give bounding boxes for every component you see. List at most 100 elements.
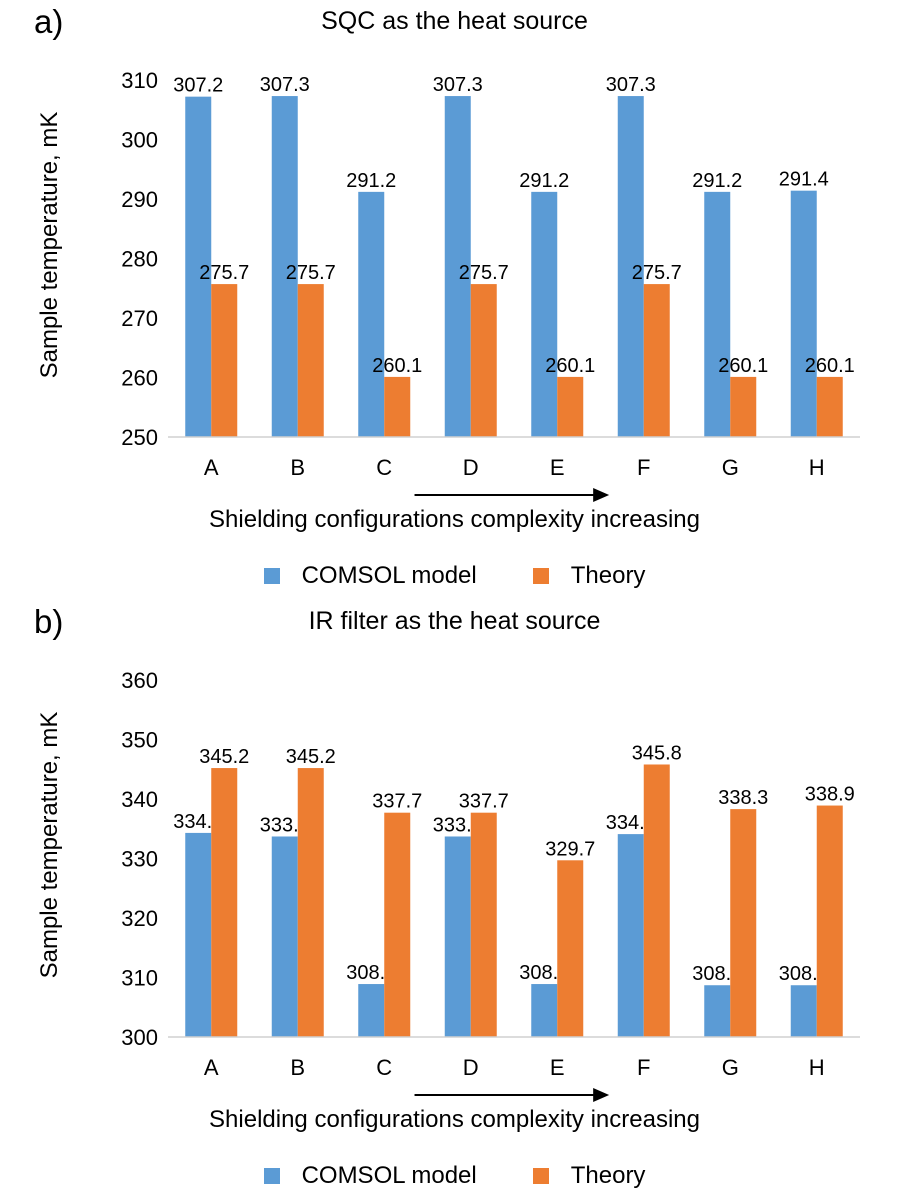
x-tick-label: A xyxy=(204,1055,219,1080)
x-tick-label: B xyxy=(290,455,305,480)
bar-comsol-C xyxy=(358,984,385,1037)
bar-theory-G xyxy=(730,809,757,1037)
bar-comsol-A xyxy=(185,96,212,437)
data-label-theory-A: 275.7 xyxy=(199,262,249,284)
data-label-comsol-F: 307.3 xyxy=(606,74,656,96)
data-label-comsol-G: 291.2 xyxy=(692,170,742,192)
legend-swatch-theory xyxy=(532,568,549,584)
data-label-comsol-B: 307.3 xyxy=(260,74,310,96)
bar-theory-F xyxy=(643,764,670,1037)
data-label-theory-C: 260.1 xyxy=(372,355,422,377)
y-tick-label: 330 xyxy=(121,847,158,872)
bar-chart-plot: 250 260 270 280 290 300 310 307.2 275.7 A 307.3 275… xyxy=(121,68,860,502)
bar-chart-plot: 300 310 320 330 340 350 360 334.3 345.2 A 333.7 345… xyxy=(121,668,860,1102)
y-tick-label: 310 xyxy=(121,68,158,93)
bar-theory-B xyxy=(297,768,324,1037)
legend-label-comsol: COMSOL model xyxy=(301,562,477,589)
data-label-theory-E: 260.1 xyxy=(545,355,595,377)
data-label-theory-B: 345.2 xyxy=(286,746,336,768)
y-tick-label: 250 xyxy=(121,425,158,450)
panel-letter: b) xyxy=(34,603,64,640)
data-label-comsol-B: 333.7 xyxy=(260,814,310,836)
chart-title: IR filter as the heat source xyxy=(308,607,601,635)
legend-item-theory: Theory xyxy=(532,1162,646,1190)
y-tick-label: 340 xyxy=(121,787,158,812)
x-tick-label: F xyxy=(637,455,650,480)
legend-label-theory: Theory xyxy=(570,562,646,589)
data-label-theory-F: 275.7 xyxy=(632,262,682,284)
x-axis-label: Shielding configurations complexity incr… xyxy=(209,506,700,533)
y-tick-label: 310 xyxy=(121,966,158,991)
bar-comsol-E xyxy=(531,191,558,437)
x-tick-label: D xyxy=(463,1055,479,1080)
bar-comsol-G xyxy=(704,191,731,437)
chart-title: SQC as the heat source xyxy=(321,7,588,35)
x-tick-label: G xyxy=(722,455,739,480)
data-label-comsol-C: 308.9 xyxy=(346,962,396,984)
legend-label-comsol: COMSOL model xyxy=(301,1162,477,1189)
x-tick-label: D xyxy=(463,455,479,480)
x-tick-label: C xyxy=(376,455,392,480)
y-tick-label: 350 xyxy=(121,728,158,753)
bar-comsol-D xyxy=(444,836,471,1037)
data-label-theory-H: 260.1 xyxy=(805,355,855,377)
data-label-comsol-D: 307.3 xyxy=(433,74,483,96)
data-label-comsol-G: 308.7 xyxy=(692,963,742,985)
data-label-theory-A: 345.2 xyxy=(199,746,249,768)
legend-label-theory: Theory xyxy=(570,1162,646,1189)
x-tick-label: G xyxy=(722,1055,739,1080)
data-label-theory-G: 260.1 xyxy=(718,355,768,377)
bar-theory-B xyxy=(297,284,324,437)
bar-theory-H xyxy=(816,805,843,1037)
bar-comsol-G xyxy=(704,985,731,1037)
legend: COMSOL model Theory xyxy=(0,562,909,590)
data-label-theory-G: 338.3 xyxy=(718,787,768,809)
y-tick-label: 320 xyxy=(121,906,158,931)
bar-theory-C xyxy=(384,812,411,1037)
y-tick-label: 270 xyxy=(121,306,158,331)
bar-comsol-B xyxy=(271,96,298,437)
y-tick-label: 360 xyxy=(121,668,158,693)
x-tick-label: H xyxy=(809,1055,825,1080)
x-axis-label: Shielding configurations complexity incr… xyxy=(209,1106,700,1133)
x-tick-label: F xyxy=(637,1055,650,1080)
legend-item-comsol: COMSOL model xyxy=(263,562,477,590)
legend-swatch-comsol xyxy=(263,568,280,584)
data-label-comsol-E: 291.2 xyxy=(519,170,569,192)
data-label-comsol-F: 334.1 xyxy=(606,812,656,834)
legend-swatch-comsol xyxy=(263,1168,280,1184)
data-label-theory-D: 337.7 xyxy=(459,791,509,813)
bar-comsol-H xyxy=(790,985,817,1037)
chart-panel-a: a) SQC as the heat source Sample tempera… xyxy=(0,3,909,590)
bar-comsol-F xyxy=(617,96,644,437)
bar-theory-D xyxy=(470,284,497,437)
bar-theory-E xyxy=(557,860,584,1037)
chart-panel-b: b) IR filter as the heat source Sample t… xyxy=(0,600,909,1200)
complexity-arrow-head xyxy=(593,488,610,502)
data-label-theory-C: 337.7 xyxy=(372,791,422,813)
bar-comsol-E xyxy=(531,984,558,1037)
bar-comsol-D xyxy=(444,96,471,437)
data-label-comsol-A: 307.2 xyxy=(173,75,223,97)
y-tick-label: 290 xyxy=(121,187,158,212)
bar-comsol-H xyxy=(790,190,817,437)
bar-theory-D xyxy=(470,812,497,1037)
data-label-theory-D: 275.7 xyxy=(459,262,509,284)
legend-item-comsol: COMSOL model xyxy=(263,1162,477,1190)
x-tick-label: E xyxy=(550,455,565,480)
legend-item-theory: Theory xyxy=(532,562,646,590)
bar-comsol-F xyxy=(617,834,644,1037)
bar-theory-G xyxy=(730,376,757,437)
data-label-comsol-E: 308.9 xyxy=(519,962,569,984)
bar-comsol-A xyxy=(185,832,212,1037)
data-label-comsol-H: 308.7 xyxy=(779,963,829,985)
bar-theory-F xyxy=(643,284,670,437)
data-label-theory-B: 275.7 xyxy=(286,262,336,284)
data-label-comsol-D: 333.7 xyxy=(433,814,483,836)
bar-theory-E xyxy=(557,376,584,437)
panel-letter: a) xyxy=(34,3,64,40)
y-tick-label: 300 xyxy=(121,1025,158,1050)
data-label-theory-F: 345.8 xyxy=(632,742,682,764)
legend: COMSOL model Theory xyxy=(0,1162,909,1190)
x-tick-label: B xyxy=(290,1055,305,1080)
